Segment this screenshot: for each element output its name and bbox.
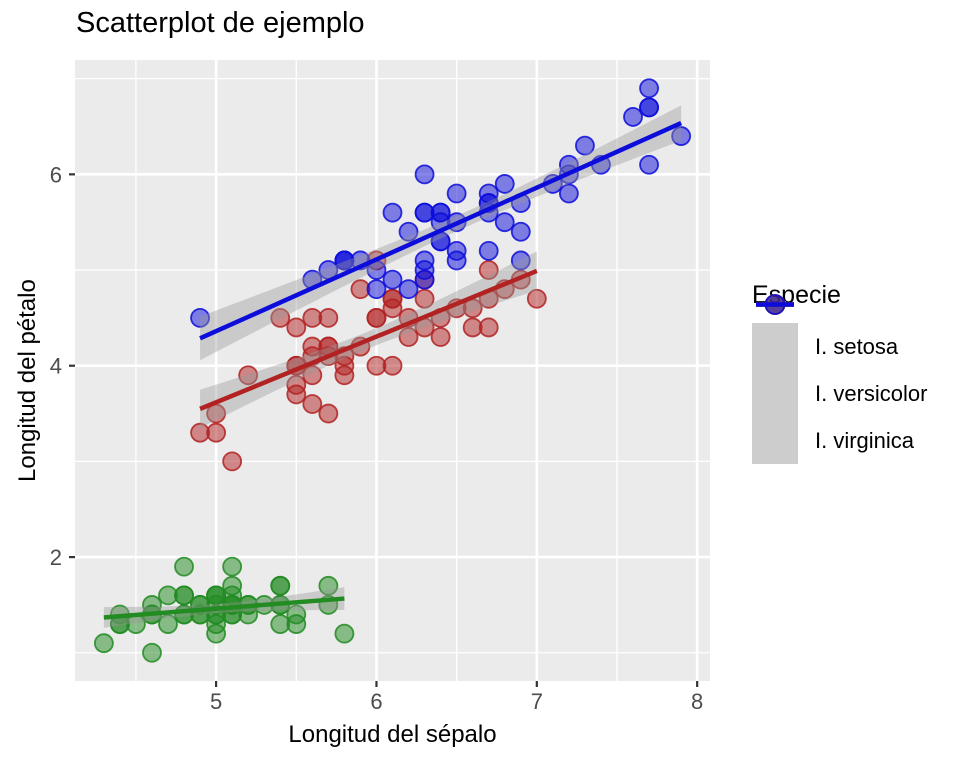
x-tick-label: 5 [210,689,222,714]
data-point [174,585,194,606]
data-point [286,384,307,405]
data-point [382,269,403,290]
data-point [302,394,323,414]
data-point [302,365,323,386]
x-tick-label: 7 [531,689,543,714]
data-point [414,288,435,309]
y-tick-label: 4 [50,354,62,379]
x-tick-label: 6 [370,689,382,714]
data-point [334,623,355,644]
chart-title: Scatterplot de ejemplo [76,7,365,39]
data-point [286,614,307,634]
data-point [334,355,355,376]
data-point [222,556,243,577]
data-point [366,279,387,300]
data-point [286,317,307,338]
legend-key [752,294,798,370]
data-point [190,307,210,328]
data-point [318,575,339,596]
data-point [398,279,419,300]
legend-label: I. virginica [815,427,915,453]
data-point [623,107,643,127]
legend: Especie I. setosa I. versicolor [752,281,927,464]
data-point [398,221,419,242]
data-point [478,240,499,261]
data-point [430,327,451,347]
data-point [446,240,467,261]
data-point [414,202,435,223]
data-point [302,307,323,328]
data-point [382,202,403,223]
data-point [526,288,547,309]
point-line-swatch-icon [756,294,794,315]
data-point [382,298,403,319]
data-point [174,556,194,577]
data-point [93,633,114,654]
data-point [558,183,579,204]
data-point [142,642,162,663]
data-point [238,365,259,386]
data-point [446,183,467,204]
regression-line [199,268,538,411]
legend-label: I. setosa [815,333,899,359]
x-axis-label: Longitud del sépalo [288,721,497,748]
legend-entry-setosa: I. setosa [752,294,927,370]
data-point [575,135,595,156]
legend-key [752,294,798,464]
legend-entry-versicolor: I. versicolor [752,294,928,417]
data-point [510,250,531,271]
legend-label: I. versicolor [815,380,928,406]
data-point [270,307,291,328]
data-point [382,355,403,376]
data-point [671,126,692,146]
data-point [158,614,178,634]
data-point [510,221,531,242]
data-point [639,154,659,175]
data-point [462,317,483,338]
x-tick-label: 8 [691,689,703,714]
regression-line [199,120,683,341]
legend-entry-virginica: I. virginica [752,294,927,464]
data-point [318,403,339,424]
data-point [222,585,243,606]
legend-key [752,294,798,417]
y-tick-label: 2 [50,545,62,570]
data-point [414,164,435,185]
data-point [639,97,659,118]
data-point [270,575,291,596]
y-axis-label: Longitud del pétalo [14,279,41,482]
data-point [366,307,387,328]
regression-line [103,596,345,620]
data-point [494,174,515,194]
y-tick-label: 6 [50,162,62,187]
data-point [398,327,419,347]
data-point [222,451,243,472]
data-point [478,260,499,280]
data-point [494,212,515,233]
data-point [414,260,435,280]
data-point [206,422,227,443]
data-point [639,78,659,99]
